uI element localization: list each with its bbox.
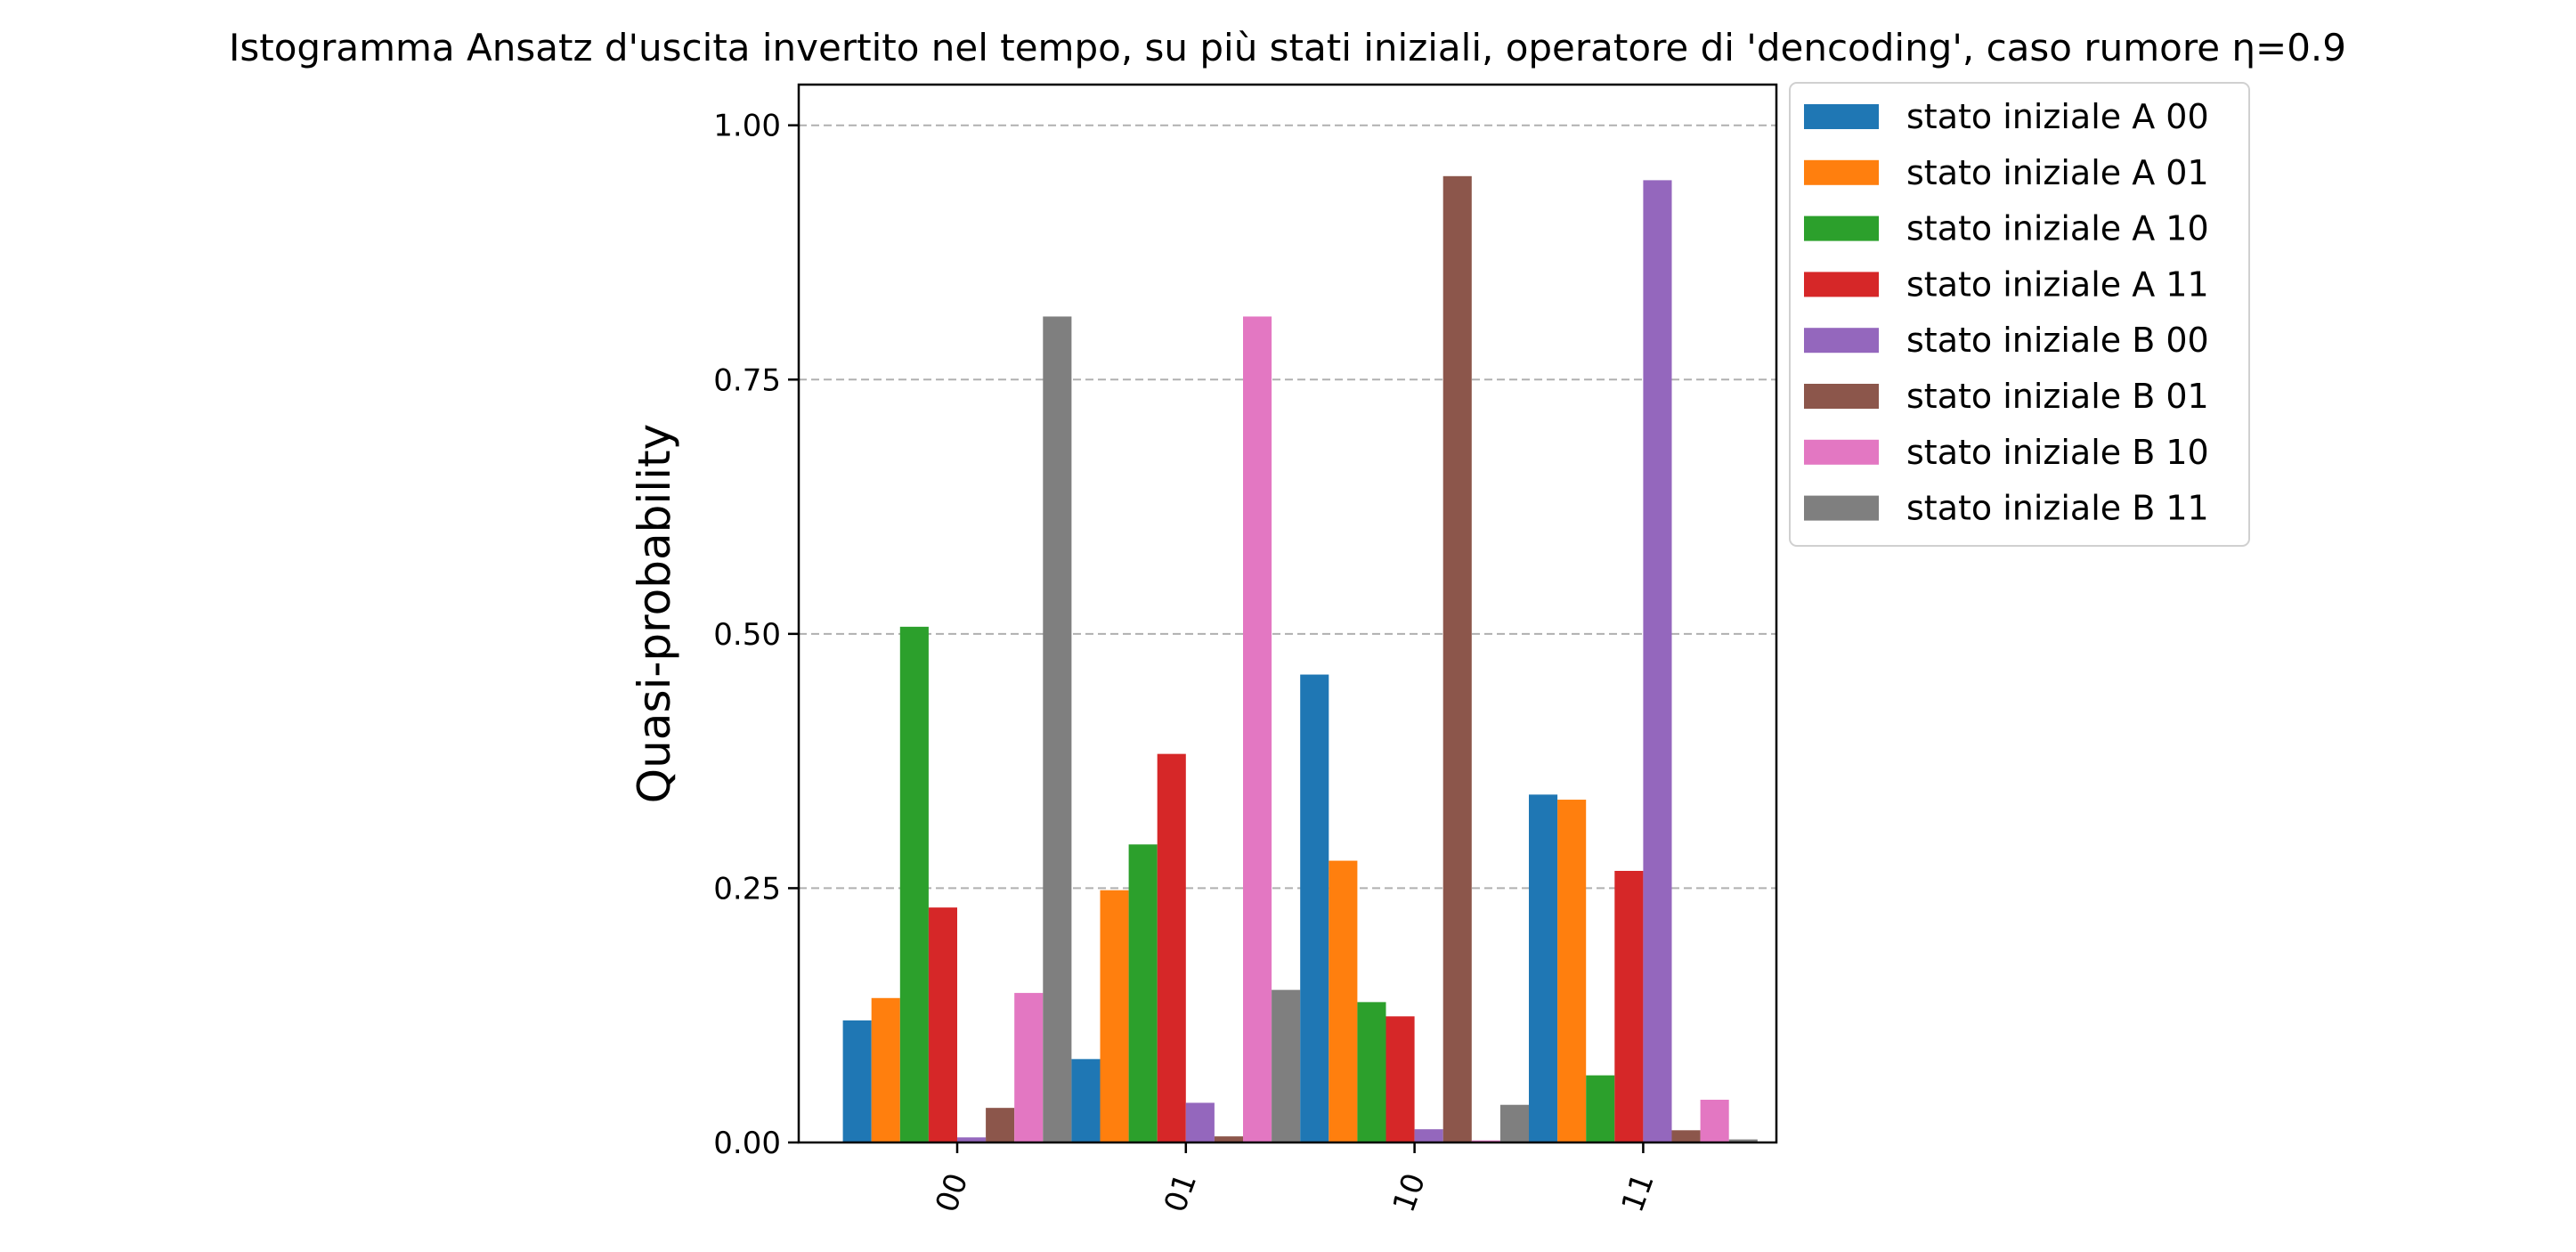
- bar: [871, 997, 900, 1142]
- bar: [928, 907, 957, 1142]
- y-tick-label: 0.00: [713, 1126, 781, 1161]
- bar: [1357, 1002, 1386, 1142]
- y-axis: 0.00 0.25 0.50 0.75 1.00: [713, 109, 799, 1161]
- bar: [1529, 794, 1558, 1142]
- bar: [1014, 993, 1044, 1142]
- bar: [1700, 1100, 1729, 1142]
- plot-area-frame: [797, 83, 1778, 1144]
- legend-swatch: [1804, 328, 1879, 354]
- legend-label: stato iniziale A 00: [1906, 97, 2209, 136]
- bar: [957, 1137, 987, 1142]
- legend-label: stato iniziale A 11: [1906, 264, 2209, 304]
- legend-label: stato iniziale A 01: [1906, 153, 2209, 192]
- bar: [1214, 1136, 1243, 1142]
- bar: [1728, 1139, 1758, 1142]
- bar: [1243, 316, 1272, 1142]
- legend-label: stato iniziale B 10: [1906, 433, 2209, 472]
- legend-label: stato iniziale B 11: [1906, 489, 2209, 528]
- bar: [1557, 800, 1587, 1142]
- legend-box: [1789, 82, 2250, 547]
- bar: [986, 1108, 1015, 1142]
- y-tick-label: 0.50: [713, 617, 781, 653]
- bar: [1643, 180, 1672, 1142]
- bar: [842, 1020, 872, 1142]
- legend-label: stato iniziale A 10: [1906, 209, 2209, 248]
- bar: [1614, 871, 1644, 1142]
- bars: [842, 175, 1758, 1142]
- chart-title: Istogramma Ansatz d'uscita invertito nel…: [229, 26, 2346, 69]
- bar: [1185, 1102, 1215, 1142]
- bar: [1100, 890, 1129, 1142]
- bar: [1386, 1016, 1415, 1142]
- legend-swatch: [1804, 104, 1879, 129]
- bar: [1671, 1130, 1701, 1142]
- bar: [1414, 1129, 1443, 1142]
- legend-label: stato iniziale B 01: [1906, 377, 2209, 416]
- bar: [1300, 674, 1329, 1142]
- bar: [1499, 1104, 1529, 1142]
- bar: [1157, 753, 1186, 1142]
- bar: [1043, 316, 1072, 1142]
- bar: [1329, 860, 1358, 1142]
- legend-swatch: [1804, 159, 1879, 185]
- y-tick-label: 1.00: [713, 109, 781, 144]
- y-tick-label: 0.75: [713, 362, 781, 398]
- y-axis-label: Quasi-probability: [629, 424, 680, 803]
- legend-swatch: [1804, 495, 1879, 521]
- grid: [799, 124, 1776, 890]
- legend-swatch: [1804, 272, 1879, 297]
- legend-swatch: [1804, 439, 1879, 465]
- legend: stato iniziale A 00 stato iniziale A 01 st…: [1789, 82, 2250, 547]
- legend-label: stato iniziale B 00: [1906, 321, 2209, 360]
- bar: [1272, 989, 1301, 1142]
- bar: [1128, 844, 1158, 1142]
- bar: [899, 626, 929, 1142]
- legend-swatch: [1804, 215, 1879, 241]
- y-tick-label: 0.25: [713, 871, 781, 906]
- bar: [1586, 1075, 1615, 1142]
- bar: [1442, 175, 1472, 1142]
- legend-swatch: [1804, 384, 1879, 409]
- bar: [1071, 1059, 1101, 1142]
